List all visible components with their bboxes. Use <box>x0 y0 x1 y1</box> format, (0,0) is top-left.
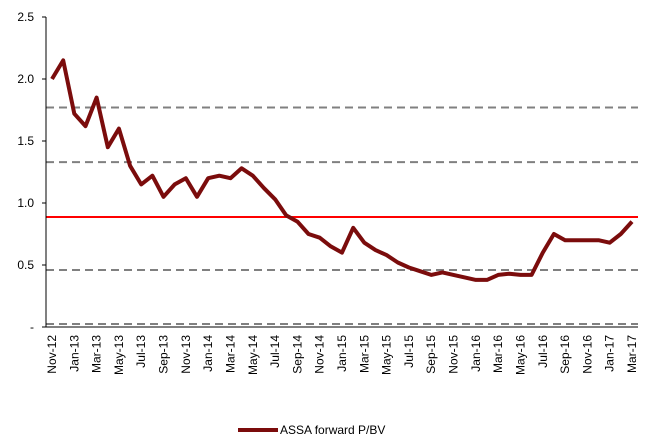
x-tick-label: Sep-15 <box>424 335 438 374</box>
x-tick-label: Jan-16 <box>469 335 483 372</box>
y-tick-label: 2.0 <box>17 72 34 86</box>
x-tick-label: Nov-12 <box>45 335 59 374</box>
y-tick-label: - <box>30 320 34 334</box>
y-tick-label: 1.5 <box>17 134 34 148</box>
data-line <box>50 58 634 282</box>
x-tick-label: Nov-14 <box>313 335 327 374</box>
x-tick-label: Jul-13 <box>134 335 148 368</box>
x-tick-label: May-15 <box>380 335 394 375</box>
x-tick-label: Sep-13 <box>157 335 171 374</box>
y-tick-label: 2.5 <box>17 10 34 24</box>
x-tick-label: Nov-16 <box>580 335 594 374</box>
x-tick-label: Mar-15 <box>357 335 371 373</box>
legend-label: ASSA forward P/BV <box>280 423 385 437</box>
x-tick-label: May-14 <box>246 335 260 375</box>
x-tick-label: May-13 <box>112 335 126 375</box>
x-tick-label: Mar-16 <box>491 335 505 373</box>
x-tick-label: Sep-16 <box>558 335 572 374</box>
x-tick-label: Mar-13 <box>90 335 104 373</box>
y-tick-label: 0.5 <box>17 258 34 272</box>
x-tick-label: Jan-17 <box>603 335 617 372</box>
x-tick-label: May-16 <box>513 335 527 375</box>
x-tick-label: Jul-16 <box>536 335 550 368</box>
x-tick-label: Nov-13 <box>179 335 193 374</box>
x-tick-label: Mar-14 <box>223 335 237 373</box>
x-tick-label: Nov-15 <box>447 335 461 374</box>
x-tick-label: Jan-15 <box>335 335 349 372</box>
x-tick-label: Jul-14 <box>268 335 282 368</box>
x-tick-label: Jan-14 <box>201 335 215 372</box>
x-tick-label: Jan-13 <box>67 335 81 372</box>
x-tick-label: Jul-15 <box>402 335 416 368</box>
x-tick-label: Sep-14 <box>290 335 304 374</box>
x-tick-label: Mar-17 <box>625 335 639 373</box>
y-tick-label: 1.0 <box>17 196 34 210</box>
